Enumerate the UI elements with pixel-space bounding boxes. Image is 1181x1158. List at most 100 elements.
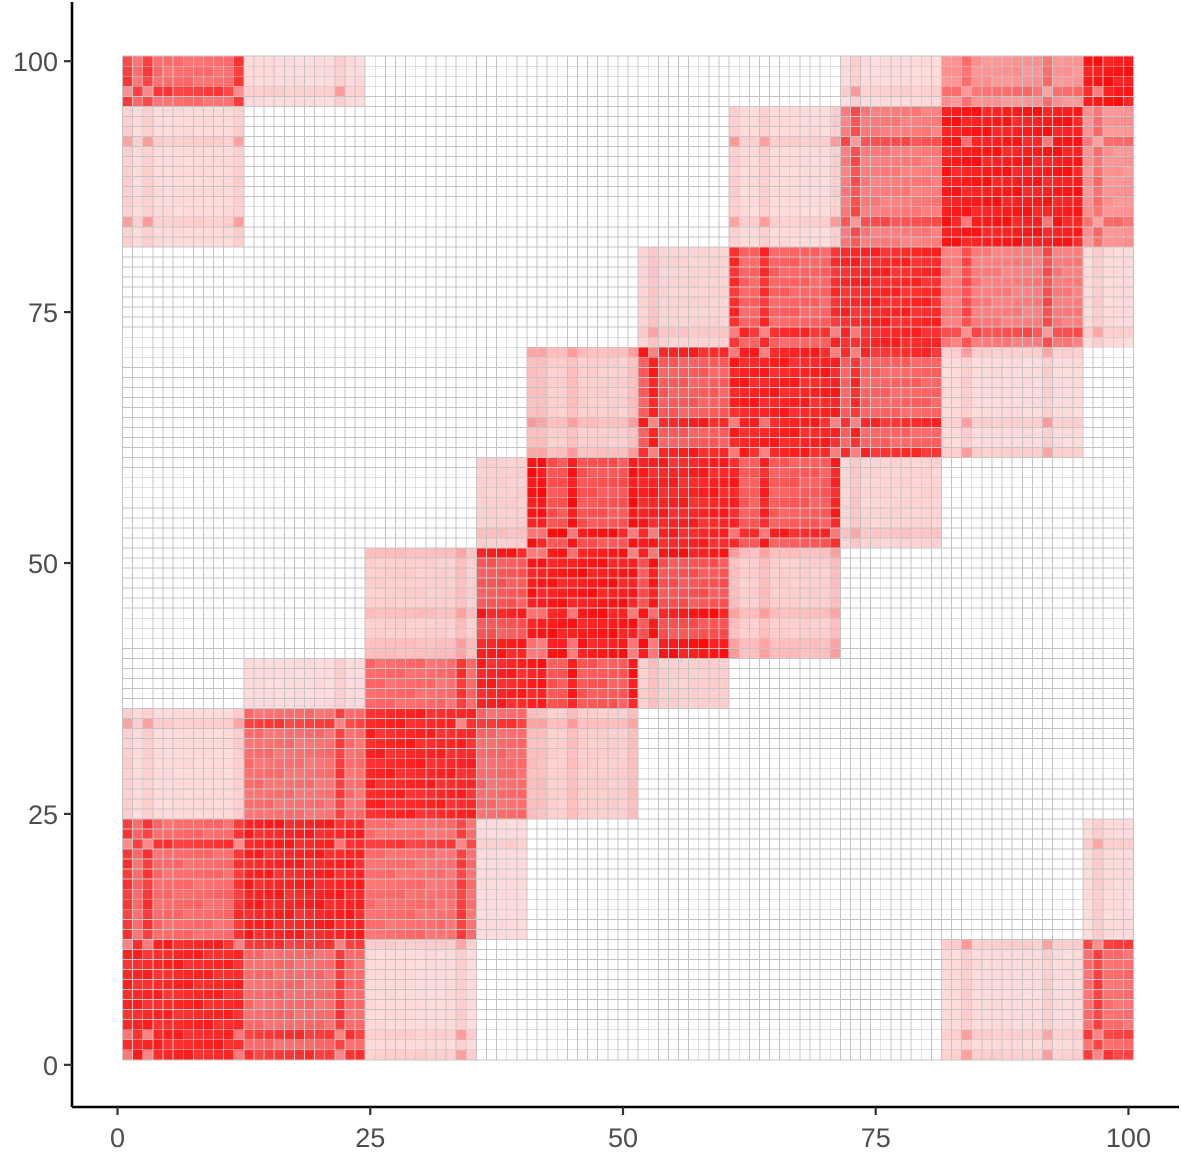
- heatmap-cell: [607, 758, 619, 770]
- heatmap-cell: [931, 317, 942, 328]
- heatmap-cell: [971, 979, 983, 990]
- heatmap-cell: [173, 738, 184, 749]
- heatmap-cell: [739, 417, 750, 428]
- heatmap-cell: [264, 899, 275, 910]
- heatmap-cell: [688, 387, 700, 398]
- heatmap-cell: [668, 317, 679, 328]
- heatmap-cell: [486, 919, 497, 930]
- heatmap-cell: [415, 598, 427, 609]
- heatmap-cell: [971, 86, 983, 97]
- heatmap-cell: [122, 869, 133, 880]
- heatmap-cell: [203, 1019, 214, 1031]
- heatmap-cell: [385, 849, 396, 860]
- heatmap-cell: [981, 166, 993, 177]
- heatmap-cell: [850, 347, 861, 358]
- heatmap-cell: [476, 818, 487, 830]
- heatmap-cell: [1022, 206, 1033, 218]
- heatmap-cell: [587, 407, 598, 418]
- heatmap-cell: [365, 818, 376, 830]
- heatmap-cell: [567, 628, 578, 639]
- heatmap-cell: [1072, 317, 1084, 328]
- heatmap-cell: [749, 196, 760, 208]
- heatmap-cell: [122, 116, 133, 127]
- heatmap-cell: [1052, 1029, 1064, 1041]
- heatmap-cell: [1082, 979, 1094, 990]
- heatmap-cell: [243, 1029, 255, 1041]
- heatmap-cell: [870, 216, 882, 228]
- heatmap-cell: [183, 869, 194, 880]
- heatmap-cell: [931, 186, 942, 197]
- heatmap-cell: [1022, 76, 1033, 87]
- heatmap-cell: [810, 497, 821, 509]
- heatmap-cell: [395, 788, 406, 800]
- heatmap-cell: [355, 748, 366, 760]
- heatmap-cell: [385, 658, 396, 669]
- heatmap-cell: [648, 297, 659, 308]
- heatmap-cell: [991, 56, 1003, 67]
- heatmap-cell: [1052, 196, 1064, 208]
- heatmap-cell: [324, 818, 336, 830]
- heatmap-cell: [456, 738, 467, 749]
- heatmap-cell: [516, 708, 528, 719]
- heatmap-cell: [466, 658, 477, 669]
- heatmap-cell: [314, 788, 326, 800]
- heatmap-cell: [921, 347, 932, 358]
- heatmap-cell: [1032, 106, 1043, 117]
- heatmap-cell: [941, 959, 952, 970]
- heatmap-cell: [1072, 146, 1084, 157]
- heatmap-cell: [991, 337, 1003, 348]
- heatmap-cell: [759, 367, 770, 378]
- heatmap-cell: [1113, 859, 1124, 870]
- heatmap-cell: [628, 668, 639, 679]
- heatmap-cell: [678, 568, 689, 579]
- heatmap-cell: [567, 648, 578, 659]
- heatmap-cell: [446, 859, 457, 870]
- heatmap-cell: [506, 708, 518, 719]
- heatmap-cell: [193, 899, 204, 910]
- heatmap-cell: [1103, 317, 1114, 328]
- heatmap-cell: [961, 236, 973, 248]
- heatmap-cell: [1032, 226, 1043, 238]
- heatmap-cell: [253, 738, 265, 749]
- heatmap-cell: [971, 106, 983, 117]
- heatmap-cell: [708, 628, 720, 639]
- heatmap-cell: [991, 126, 1003, 137]
- heatmap-cell: [648, 317, 659, 328]
- heatmap-cell: [334, 969, 346, 980]
- heatmap-cell: [183, 116, 194, 127]
- heatmap-cell: [587, 558, 598, 569]
- heatmap-cell: [435, 909, 447, 920]
- heatmap-cell: [850, 276, 861, 288]
- heatmap-cell: [516, 818, 528, 830]
- heatmap-cell: [526, 788, 538, 800]
- heatmap-cell: [223, 899, 235, 910]
- heatmap-cell: [810, 266, 821, 278]
- heatmap-cell: [355, 999, 366, 1010]
- heatmap-cell: [1072, 939, 1084, 950]
- heatmap-cell: [132, 708, 144, 719]
- heatmap-cell: [132, 1039, 144, 1051]
- heatmap-cell: [1123, 317, 1134, 328]
- heatmap-cell: [779, 467, 791, 479]
- heatmap-cell: [1012, 1019, 1023, 1031]
- heatmap-cell: [1113, 196, 1124, 208]
- heatmap-cell: [284, 818, 295, 830]
- heatmap-cell: [1032, 969, 1043, 980]
- heatmap-cell: [931, 166, 942, 177]
- heatmap-cell: [668, 608, 679, 619]
- heatmap-cell: [456, 588, 467, 599]
- heatmap-cell: [274, 979, 285, 990]
- heatmap-cell: [900, 186, 912, 197]
- heatmap-cell: [840, 126, 851, 137]
- heatmap-cell: [264, 76, 275, 87]
- heatmap-cell: [1093, 839, 1104, 850]
- heatmap-cell: [810, 578, 821, 589]
- heatmap-cell: [142, 929, 154, 940]
- heatmap-cell: [810, 196, 821, 208]
- heatmap-cell: [425, 839, 437, 850]
- heatmap-cell: [415, 1039, 427, 1051]
- heatmap-cell: [132, 758, 144, 770]
- heatmap-cell: [830, 176, 841, 187]
- heatmap-cell: [880, 507, 892, 519]
- heatmap-cell: [971, 66, 983, 77]
